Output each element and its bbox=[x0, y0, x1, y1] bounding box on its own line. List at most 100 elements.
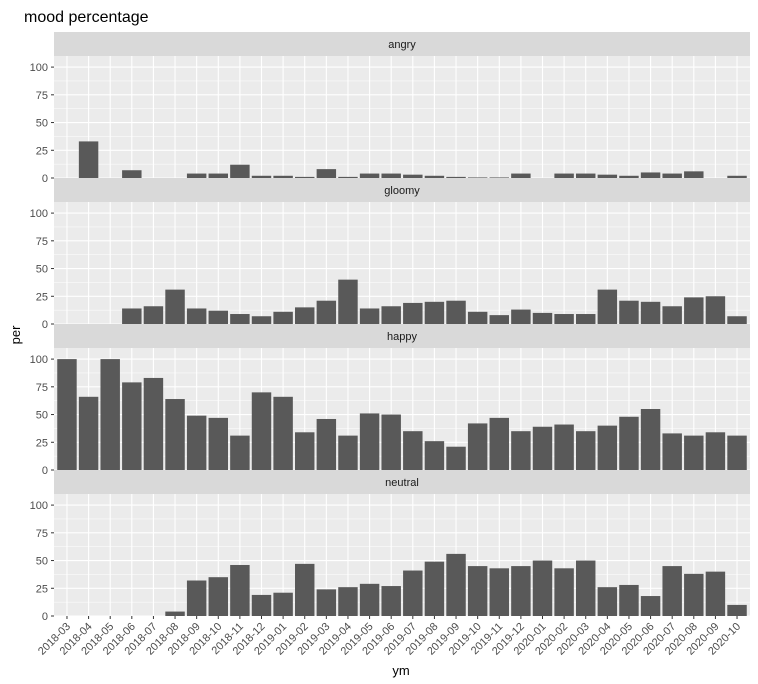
bar-neutral-2020-07 bbox=[662, 566, 682, 616]
y-tick-label: 0 bbox=[42, 611, 48, 623]
bar-happy-2018-03 bbox=[57, 359, 77, 470]
bar-happy-2019-10 bbox=[467, 423, 488, 470]
bar-gloomy-2018-08 bbox=[165, 289, 185, 324]
bar-angry-2019-10 bbox=[467, 177, 488, 179]
bar-happy-2019-07 bbox=[403, 431, 423, 470]
bar-gloomy-2018-12 bbox=[251, 316, 272, 324]
bar-angry-2019-03 bbox=[316, 169, 337, 178]
bar-gloomy-2019-12 bbox=[511, 309, 531, 324]
bar-gloomy-2019-02 bbox=[295, 307, 315, 324]
y-tick-label: 0 bbox=[42, 319, 48, 331]
bar-neutral-2020-10 bbox=[727, 604, 747, 616]
bar-happy-2020-06 bbox=[640, 409, 661, 470]
y-tick-label: 100 bbox=[30, 62, 48, 74]
bar-gloomy-2019-08 bbox=[424, 301, 445, 324]
bar-gloomy-2019-04 bbox=[338, 279, 358, 324]
bar-gloomy-2020-01 bbox=[532, 312, 553, 324]
bar-gloomy-2019-05 bbox=[359, 308, 380, 324]
facet-angry: angry 0 25 50 75 100 bbox=[30, 32, 750, 185]
y-tick-label: 25 bbox=[36, 437, 48, 449]
bar-happy-2019-04 bbox=[338, 435, 358, 470]
bar-neutral-2020-04 bbox=[597, 587, 618, 616]
bar-gloomy-2018-11 bbox=[230, 314, 250, 324]
bar-neutral-2020-01 bbox=[532, 560, 553, 616]
bar-happy-2018-06 bbox=[122, 382, 142, 470]
bar-gloomy-2019-11 bbox=[489, 315, 509, 324]
bar-angry-2018-04 bbox=[78, 141, 99, 178]
bar-gloomy-2020-09 bbox=[705, 296, 726, 324]
y-tick-label: 75 bbox=[36, 236, 48, 248]
bar-gloomy-2019-10 bbox=[467, 311, 488, 324]
bar-angry-2019-01 bbox=[273, 175, 293, 178]
bar-neutral-2019-04 bbox=[338, 587, 358, 616]
bar-happy-2020-05 bbox=[619, 416, 639, 470]
bar-gloomy-2020-04 bbox=[597, 289, 618, 324]
bar-angry-2019-06 bbox=[381, 173, 401, 178]
y-tick-label: 50 bbox=[36, 556, 48, 568]
bar-happy-2019-06 bbox=[381, 414, 401, 470]
bar-neutral-2018-08 bbox=[165, 611, 185, 616]
bar-angry-2020-07 bbox=[662, 173, 682, 178]
bar-happy-2019-12 bbox=[511, 431, 531, 470]
bar-happy-2020-03 bbox=[576, 431, 596, 470]
bar-happy-2019-05 bbox=[359, 413, 380, 470]
y-tick-label: 25 bbox=[36, 145, 48, 157]
bar-neutral-2019-07 bbox=[403, 570, 423, 616]
bar-gloomy-2019-09 bbox=[446, 300, 466, 324]
bar-neutral-2019-12 bbox=[511, 566, 531, 616]
bar-gloomy-2020-08 bbox=[684, 297, 704, 324]
bar-gloomy-2018-06 bbox=[122, 308, 142, 324]
bar-gloomy-2019-03 bbox=[316, 300, 337, 324]
y-tick-label: 25 bbox=[36, 291, 48, 303]
y-tick-label: 100 bbox=[30, 208, 48, 220]
bar-gloomy-2020-02 bbox=[554, 314, 574, 324]
facet-happy: happy 0 25 50 75 100 bbox=[30, 324, 750, 477]
bar-gloomy-2020-03 bbox=[576, 314, 596, 324]
bar-neutral-2019-05 bbox=[359, 583, 380, 616]
bar-gloomy-2019-07 bbox=[403, 302, 423, 324]
y-axis-title: per bbox=[8, 325, 23, 344]
bar-happy-2018-12 bbox=[251, 392, 272, 470]
bar-angry-2018-06 bbox=[122, 170, 142, 178]
bar-neutral-2019-09 bbox=[446, 553, 466, 616]
bar-neutral-2018-10 bbox=[208, 577, 228, 616]
y-tick-label: 50 bbox=[36, 264, 48, 276]
bar-happy-2018-07 bbox=[143, 377, 164, 470]
bar-neutral-2019-10 bbox=[467, 566, 488, 616]
y-tick-label: 75 bbox=[36, 528, 48, 540]
bar-neutral-2019-06 bbox=[381, 586, 401, 616]
y-tick-label: 25 bbox=[36, 583, 48, 595]
bar-angry-2020-03 bbox=[576, 173, 596, 178]
bar-angry-2018-09 bbox=[186, 173, 207, 178]
bar-angry-2018-10 bbox=[208, 173, 228, 178]
x-axis: 2018-032018-042018-052018-062018-072018-… bbox=[36, 616, 743, 658]
bar-happy-2018-08 bbox=[165, 399, 185, 470]
bar-happy-2019-02 bbox=[295, 432, 315, 470]
y-tick-label: 0 bbox=[42, 173, 48, 185]
bar-happy-2020-04 bbox=[597, 425, 618, 470]
bar-gloomy-2020-07 bbox=[662, 306, 682, 324]
bar-neutral-2019-11 bbox=[489, 568, 509, 616]
bar-neutral-2018-09 bbox=[186, 580, 207, 616]
bar-happy-2019-08 bbox=[424, 441, 445, 470]
facet-strip bbox=[54, 32, 750, 56]
bar-neutral-2020-02 bbox=[554, 568, 574, 616]
bar-neutral-2019-02 bbox=[295, 563, 315, 616]
bar-neutral-2019-03 bbox=[316, 589, 337, 616]
bar-happy-2018-05 bbox=[100, 359, 120, 470]
bar-angry-2019-08 bbox=[424, 175, 445, 178]
y-tick-label: 75 bbox=[36, 382, 48, 394]
bar-happy-2019-09 bbox=[446, 446, 466, 470]
bar-angry-2019-11 bbox=[489, 177, 509, 179]
y-tick-label: 50 bbox=[36, 410, 48, 422]
bar-angry-2020-06 bbox=[640, 172, 661, 178]
bar-neutral-2020-08 bbox=[684, 573, 704, 616]
bar-happy-2020-09 bbox=[705, 432, 726, 470]
y-tick-label: 50 bbox=[36, 118, 48, 130]
bar-neutral-2019-08 bbox=[424, 561, 445, 616]
facet-strip bbox=[54, 178, 750, 202]
bar-gloomy-2020-10 bbox=[727, 316, 747, 324]
bar-angry-2019-05 bbox=[359, 173, 380, 178]
facet-strip bbox=[54, 324, 750, 348]
